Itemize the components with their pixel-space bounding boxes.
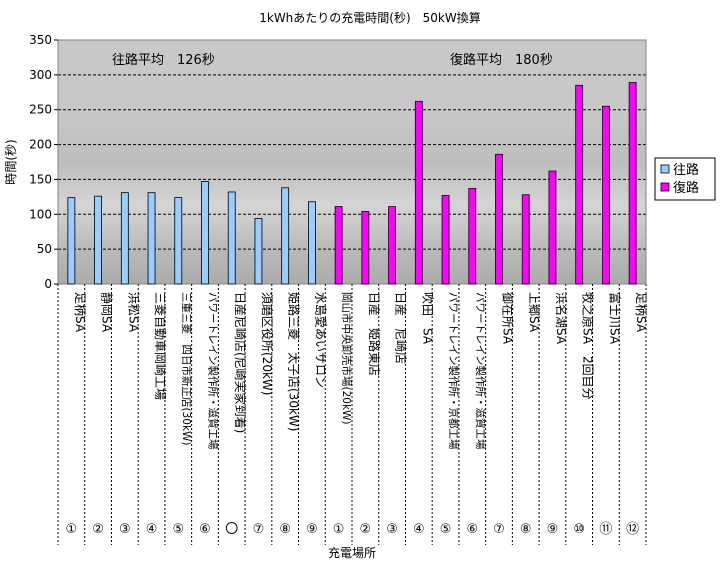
x-tick-label: 三菱自動車岡崎工場	[153, 292, 167, 400]
average-annotation: 復路平均 180秒	[450, 52, 553, 68]
bar-outbound	[308, 201, 316, 285]
y-tick-label: 250	[29, 103, 52, 117]
category-number: ⑩	[573, 522, 585, 537]
bar-return	[602, 105, 610, 285]
category-number: ⑥	[199, 522, 211, 537]
bar-return	[388, 206, 396, 285]
x-tick-label: 日産尼崎店(尼崎実家到着)	[233, 292, 248, 433]
bar-outbound	[94, 195, 102, 285]
category-number: ⑨	[306, 522, 318, 537]
category-number: ②	[92, 522, 104, 537]
y-tick-label: 50	[37, 242, 52, 256]
category-number: ⑤	[172, 522, 184, 537]
x-tick-label: 日産 姫路東店	[367, 292, 382, 376]
x-tick-label: 御在所SA	[501, 292, 516, 345]
bar-return	[334, 206, 343, 285]
category-number: ④	[413, 522, 425, 537]
x-tick-label: 浜名湖SA	[554, 292, 569, 345]
category-number: ⑦	[253, 522, 265, 537]
bar-outbound	[147, 192, 156, 285]
bar-outbound	[254, 218, 263, 285]
bars	[67, 82, 637, 285]
category-number: ⑪	[599, 522, 612, 537]
x-tick-label: 須磨区役所(20kW)	[260, 292, 275, 395]
x-tick-label: パワートレイン製作所・滋賀工場	[474, 292, 487, 450]
x-tick-label: 静岡SA	[100, 292, 114, 333]
y-tick-label: 0	[44, 277, 52, 291]
y-axis-label: 時間(秒)	[4, 139, 18, 184]
category-number: ⑤	[440, 522, 452, 537]
y-axis: 0 50 100 150 200 250 300 350	[29, 33, 58, 291]
bar-return	[441, 195, 450, 285]
legend-label: 往路	[673, 162, 699, 178]
x-tick-label: 上郷SA	[527, 292, 541, 333]
x-tick-label: 足柄SA	[73, 292, 87, 333]
x-axis: 足柄SA ① 静岡SA ② 浜松SA ③ 三菱自動車岡崎工場 ④ 三重三菱 四日市新正店(30k…	[57, 284, 648, 545]
category-number: ④	[146, 522, 158, 537]
bar-return	[468, 188, 477, 285]
x-tick-label: 姫路三菱 太子店(30kW)	[287, 292, 302, 431]
category-number: ②	[360, 522, 372, 537]
bar-return	[495, 153, 503, 285]
category-number: ③	[386, 522, 398, 537]
category-number: ⑦	[493, 522, 505, 537]
bar-outbound	[174, 197, 183, 285]
legend-swatch	[660, 182, 670, 192]
bar-outbound	[281, 187, 290, 285]
category-number: ⑧	[520, 522, 532, 537]
x-tick-label: 富士川SA	[607, 292, 622, 345]
average-annotation: 往路平均 126秒	[112, 52, 215, 68]
bar-outbound	[120, 192, 129, 285]
category-number: ③	[119, 522, 131, 537]
bar-outbound	[201, 181, 209, 285]
x-tick-label: 吹田 SA	[420, 292, 434, 345]
bar-outbound	[67, 197, 76, 285]
x-tick-label: 牧之原SA 2回目分	[581, 292, 595, 400]
x-tick-label: パワートレイン製作所・滋賀工場	[207, 292, 220, 450]
x-tick-label: 足柄SA	[634, 292, 648, 333]
background-photo	[58, 110, 646, 284]
category-number: ⑨	[547, 522, 559, 537]
bar-return	[361, 211, 370, 285]
legend-label: 復路	[673, 180, 699, 196]
bar-outbound	[227, 191, 236, 285]
x-tick-label: 水島愛あいサロン	[313, 292, 328, 388]
annotations: 往路平均 126秒 復路平均 180秒	[112, 52, 553, 68]
y-tick-label: 100	[29, 207, 52, 221]
grid	[57, 39, 647, 285]
y-tick-label: 350	[29, 33, 52, 47]
x-tick-label: パワートレイン製作所・京都工場	[447, 292, 460, 450]
bar-return	[628, 82, 637, 285]
x-tick-label: 日産 尼崎店	[394, 292, 409, 364]
x-tick-label: 浜松SA	[126, 292, 140, 333]
x-tick-label: 三重三菱 四日市新正店(30kW)	[180, 292, 193, 446]
category-number: ①	[66, 522, 78, 537]
legend-swatch	[660, 164, 670, 174]
x-tick-label: 岡山市中央卸売市場(20kW)	[340, 292, 353, 425]
bar-return	[414, 100, 423, 285]
bar-return	[548, 170, 557, 285]
category-number: ⑫	[626, 522, 639, 537]
category-number: ①	[333, 522, 345, 537]
bar-return	[575, 84, 584, 285]
y-tick-label: 200	[29, 138, 52, 152]
y-tick-label: 300	[29, 68, 52, 82]
category-number: ⑥	[466, 522, 478, 537]
x-axis-label: 充電場所	[328, 545, 376, 560]
category-number: ⑧	[279, 522, 291, 537]
chart-title: 1kWhあたりの充電時間(秒) 50kW換算	[259, 10, 481, 25]
y-tick-label: 150	[29, 172, 52, 186]
category-number: 〇	[225, 522, 238, 537]
bar-return	[521, 194, 530, 285]
